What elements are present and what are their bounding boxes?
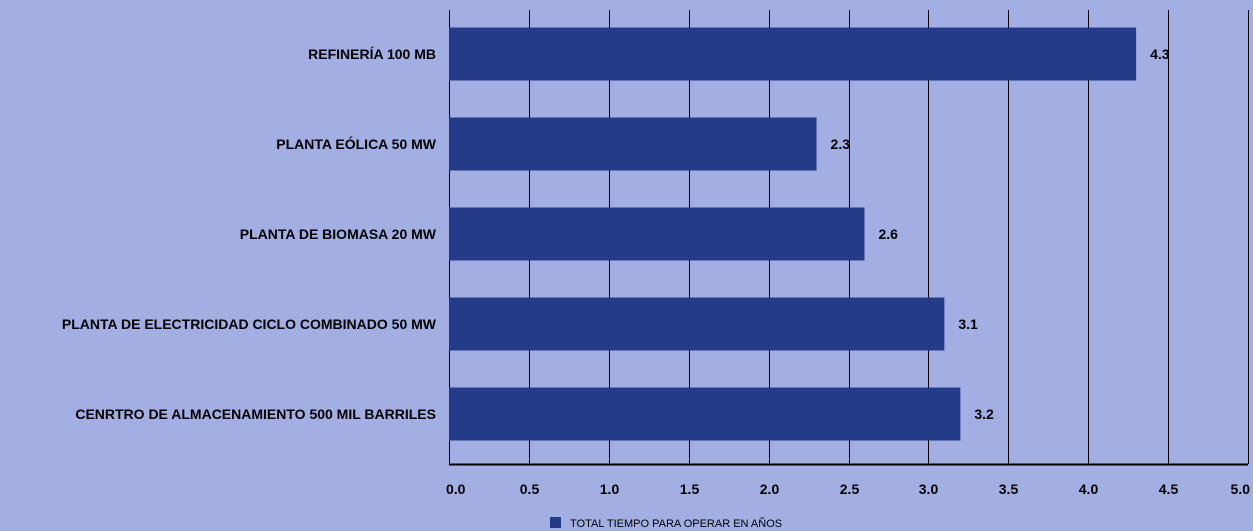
x-tick-labels: 0.0 0.5 1.0 1.5 2.0 2.5 3.0 3.5 4.0 4.5 5.0 [446,481,1250,497]
x-tick-label: 3.5 [999,481,1019,497]
bar [449,207,865,261]
data-label: 3.2 [974,406,994,422]
x-tick-label: 1.0 [600,481,620,497]
legend-swatch [550,517,561,528]
x-tick-label: 0.0 [446,481,466,497]
data-label: 2.6 [878,226,898,242]
category-label: PLANTA DE ELECTRICIDAD CICLO COMBINADO 5… [62,316,437,332]
x-tick-label: 2.0 [760,481,780,497]
data-label: 4.3 [1150,46,1170,62]
bar [449,27,1137,81]
data-label: 3.1 [958,316,978,332]
category-label: REFINERÍA 100 MB [308,46,436,62]
x-tick-label: 4.5 [1159,481,1179,497]
x-tick-label: 1.5 [680,481,700,497]
category-label: CENRTRO DE ALMACENAMIENTO 500 MIL BARRIL… [75,406,436,422]
bar [449,297,945,351]
category-label: PLANTA DE BIOMASA 20 MW [240,226,437,242]
category-label: PLANTA EÓLICA 50 MW [276,135,436,152]
legend-label: TOTAL TIEMPO PARA OPERAR EN AÑOS [570,517,782,530]
legend: TOTAL TIEMPO PARA OPERAR EN AÑOS [550,517,782,530]
x-tick-label: 4.0 [1079,481,1099,497]
data-labels: 4.3 2.3 2.6 3.1 3.2 [831,46,1170,422]
bar [449,387,961,441]
data-label: 2.3 [831,136,851,152]
bars [449,27,1137,441]
x-tick-label: 3.0 [919,481,939,497]
x-tick-label: 2.5 [840,481,860,497]
x-tick-label: 5.0 [1231,481,1251,497]
x-tick-label: 0.5 [520,481,540,497]
category-labels: REFINERÍA 100 MB PLANTA EÓLICA 50 MW PLANT… [62,46,437,422]
bar [449,117,817,171]
